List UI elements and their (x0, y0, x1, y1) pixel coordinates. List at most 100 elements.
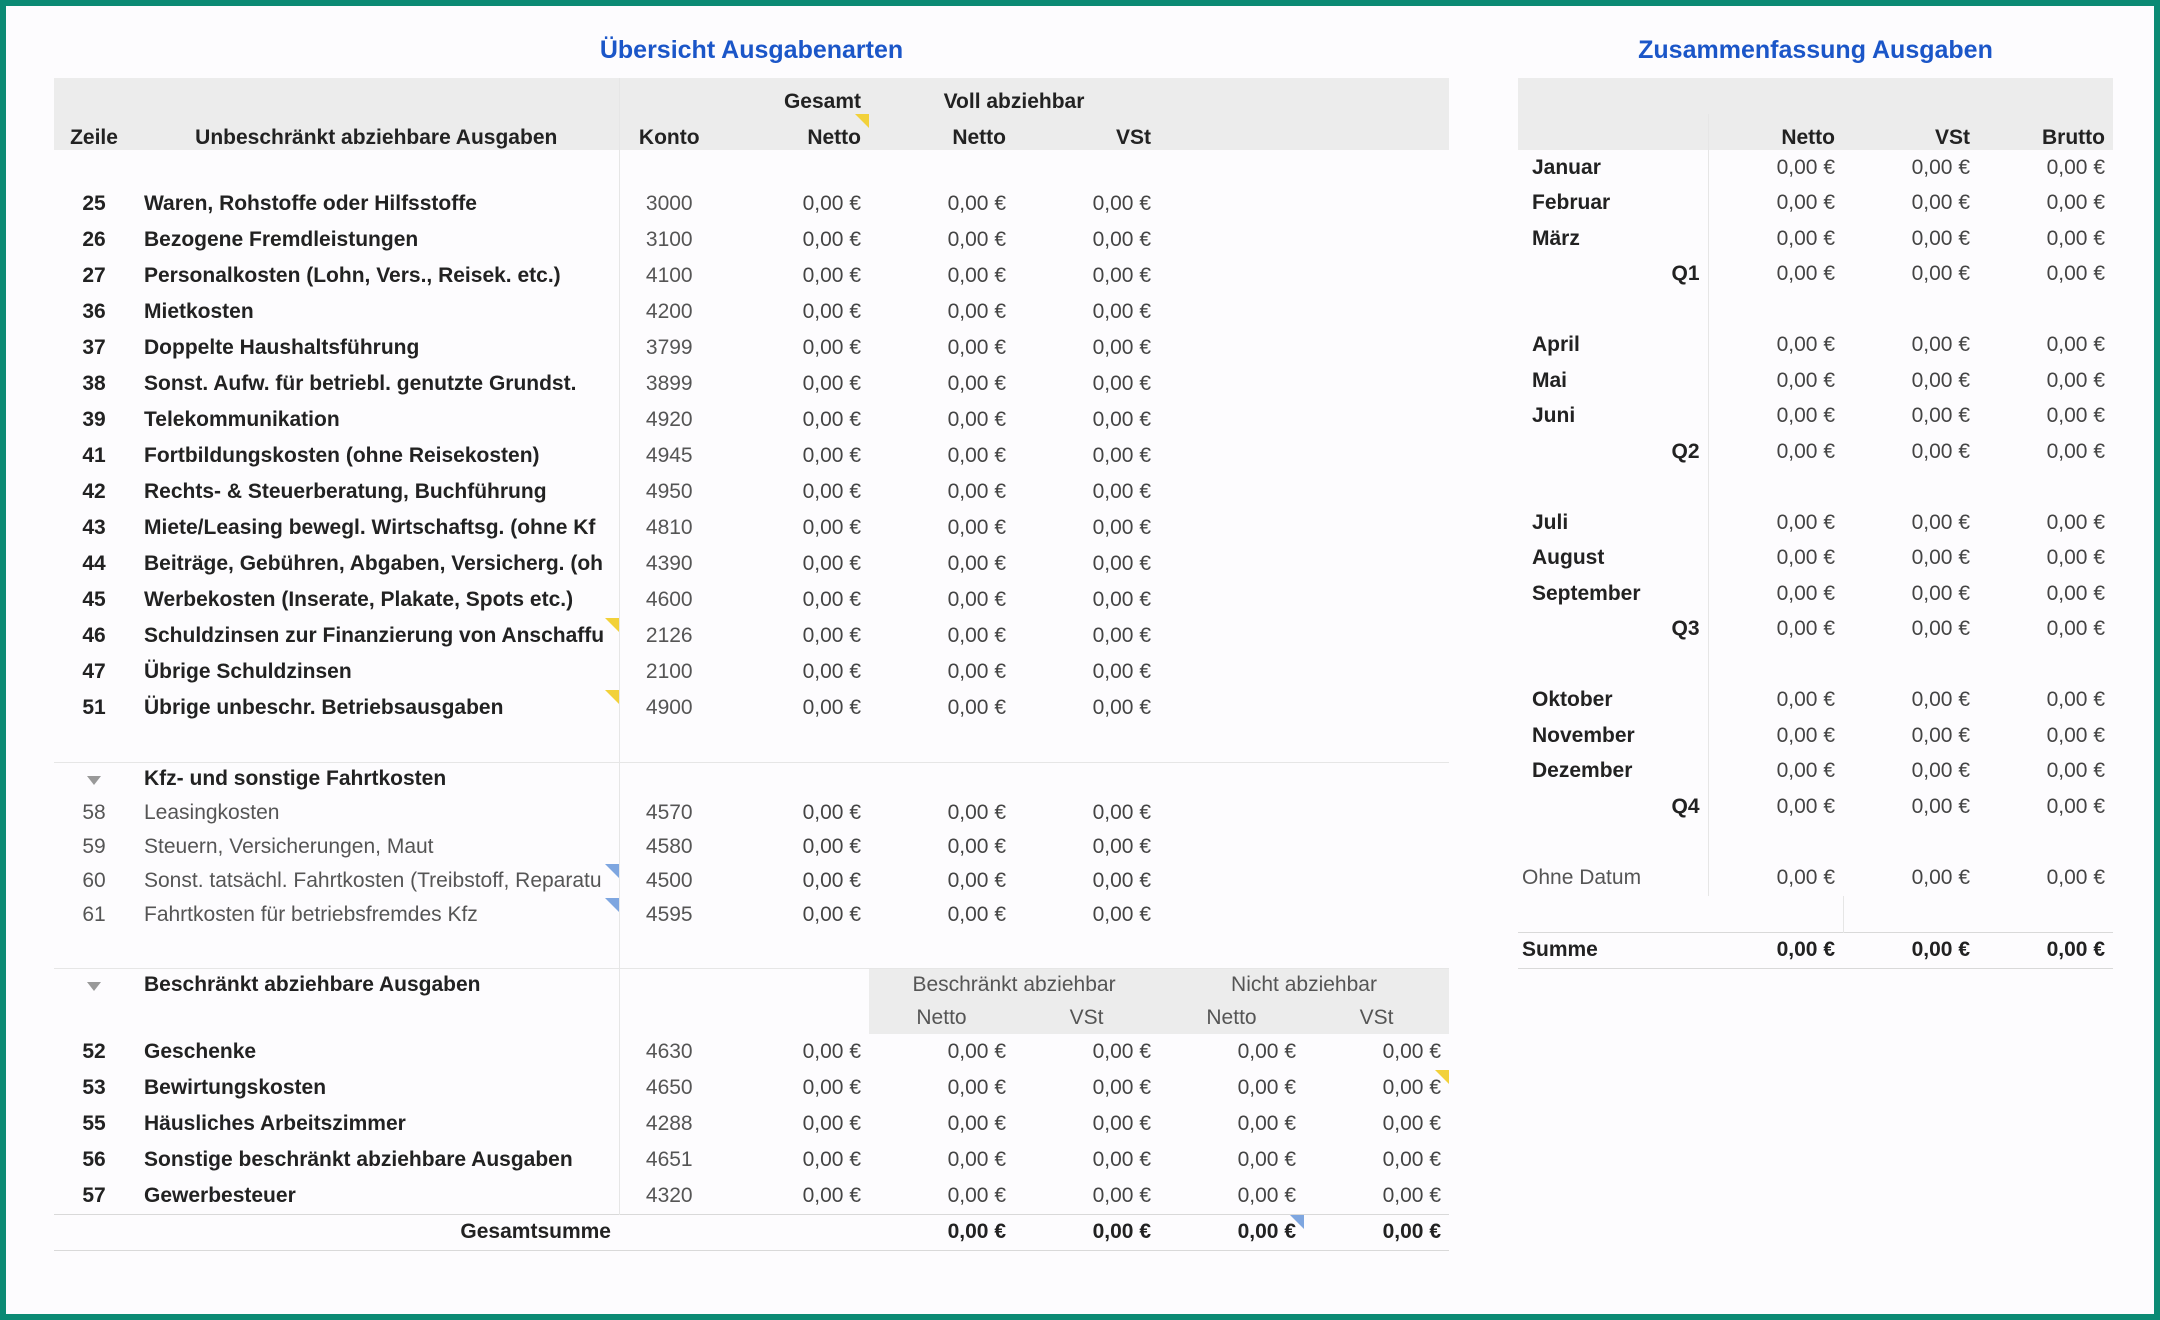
row-gesamt-netto[interactable]: 0,00 € (802, 1076, 861, 1099)
collapse-toggle[interactable] (54, 761, 134, 796)
row-konto[interactable]: 4630 (645, 1040, 693, 1063)
row-voll-vst[interactable]: 0,00 € (1092, 588, 1151, 611)
row-voll-netto[interactable]: 0,00 € (947, 624, 1006, 647)
row-description[interactable]: Telekommunikation (134, 402, 620, 438)
row-voll-netto[interactable]: 0,00 € (947, 372, 1006, 395)
row-konto[interactable]: 4580 (645, 835, 693, 858)
row-voll-netto[interactable]: 0,00 € (947, 300, 1006, 323)
cell-netto[interactable]: 0,00 € (1776, 546, 1835, 570)
cell-brutto[interactable]: 0,00 € (2046, 226, 2105, 250)
summe-netto[interactable]: 0,00 € (1708, 931, 1843, 969)
row-konto[interactable]: 4288 (645, 1112, 693, 1135)
cell-netto[interactable]: 0,00 € (1776, 439, 1835, 463)
row-voll-vst[interactable]: 0,00 € (1092, 801, 1151, 824)
row-voll-netto[interactable]: 0,00 € (947, 408, 1006, 431)
row-description[interactable]: Sonst. Aufw. für betriebl. genutzte Grun… (134, 366, 620, 402)
cell-netto[interactable]: 0,00 € (1776, 404, 1835, 428)
row-nb-netto[interactable]: 0,00 € (1237, 1112, 1296, 1135)
row-gesamt-netto[interactable]: 0,00 € (802, 696, 861, 719)
row-konto[interactable]: 4200 (645, 300, 693, 323)
disclosure-triangle-icon[interactable] (87, 982, 101, 992)
row-konto[interactable]: 4651 (645, 1148, 693, 1171)
cell-vst[interactable]: 0,00 € (1911, 866, 1970, 889)
row-konto[interactable]: 4650 (645, 1076, 693, 1099)
row-gesamt-netto[interactable]: 0,00 € (802, 801, 861, 824)
cell-vst[interactable]: 0,00 € (1911, 794, 1970, 818)
cell-brutto[interactable]: 0,00 € (2046, 546, 2105, 570)
row-voll-vst[interactable]: 0,00 € (1092, 372, 1151, 395)
row-gesamt-netto[interactable]: 0,00 € (802, 588, 861, 611)
disclosure-triangle-icon[interactable] (87, 776, 101, 786)
row-konto[interactable]: 4570 (645, 801, 693, 824)
row-gesamt-netto[interactable]: 0,00 € (802, 336, 861, 359)
row-gesamt-netto[interactable]: 0,00 € (802, 835, 861, 858)
comment-flag-icon[interactable] (604, 898, 618, 912)
row-voll-netto[interactable]: 0,00 € (947, 516, 1006, 539)
comment-flag-icon[interactable] (604, 864, 618, 878)
cell-brutto[interactable]: 0,00 € (2046, 439, 2105, 463)
cell-brutto[interactable]: 0,00 € (2046, 581, 2105, 605)
row-description[interactable]: Schuldzinsen zur Finanzierung von Anscha… (134, 618, 620, 654)
cell-vst[interactable]: 0,00 € (1911, 368, 1970, 392)
row-voll-netto[interactable]: 0,00 € (947, 336, 1006, 359)
comment-flag-icon[interactable] (604, 690, 618, 704)
row-konto[interactable]: 4945 (645, 444, 693, 467)
row-description[interactable]: Sonstige beschränkt abziehbare Ausgaben (134, 1142, 620, 1178)
cell-netto[interactable]: 0,00 € (1776, 368, 1835, 392)
row-voll-vst[interactable]: 0,00 € (1092, 264, 1151, 287)
cell-brutto[interactable]: 0,00 € (2046, 368, 2105, 392)
row-b-netto[interactable]: 0,00 € (947, 1112, 1006, 1135)
row-voll-vst[interactable]: 0,00 € (1092, 300, 1151, 323)
cell-vst[interactable]: 0,00 € (1911, 262, 1970, 286)
cell-brutto[interactable]: 0,00 € (2046, 866, 2105, 889)
cell-netto[interactable]: 0,00 € (1776, 866, 1835, 889)
row-description[interactable]: Miete/Leasing bewegl. Wirtschaftsg. (ohn… (134, 510, 620, 546)
cell-brutto[interactable]: 0,00 € (2046, 333, 2105, 357)
row-voll-vst[interactable]: 0,00 € (1092, 696, 1151, 719)
row-voll-vst[interactable]: 0,00 € (1092, 408, 1151, 431)
row-voll-vst[interactable]: 0,00 € (1092, 835, 1151, 858)
summe-vst[interactable]: 0,00 € (1843, 931, 1978, 969)
section-header-beschraenkt[interactable]: Beschränkt abziehbare Ausgaben Beschränkt… (54, 967, 1449, 1002)
cell-netto[interactable]: 0,00 € (1776, 262, 1835, 286)
section-header-kfz[interactable]: Kfz- und sonstige Fahrtkosten (54, 761, 1449, 796)
row-gesamt-netto[interactable]: 0,00 € (802, 624, 861, 647)
row-gesamt-netto[interactable]: 0,00 € (802, 869, 861, 892)
row-gesamt-netto[interactable]: 0,00 € (802, 1183, 861, 1207)
row-nb-vst[interactable]: 0,00 € (1382, 1148, 1441, 1171)
row-description[interactable]: Mietkosten (134, 294, 620, 330)
row-description[interactable]: Sonst. tatsächl. Fahrtkosten (Treibstoff… (134, 864, 620, 898)
row-gesamt-netto[interactable]: 0,00 € (802, 552, 861, 575)
row-voll-netto[interactable]: 0,00 € (947, 801, 1006, 824)
row-description[interactable]: Doppelte Haushaltsführung (134, 330, 620, 366)
cell-netto[interactable]: 0,00 € (1776, 191, 1835, 215)
cell-netto[interactable]: 0,00 € (1776, 723, 1835, 747)
cell-vst[interactable]: 0,00 € (1911, 723, 1970, 747)
cell-netto[interactable]: 0,00 € (1776, 688, 1835, 712)
row-gesamt-netto[interactable]: 0,00 € (802, 660, 861, 683)
comment-flag-icon[interactable] (604, 618, 618, 632)
row-nb-vst[interactable]: 0,00 € (1382, 1112, 1441, 1135)
row-konto[interactable]: 4900 (645, 696, 693, 719)
cell-vst[interactable]: 0,00 € (1911, 510, 1970, 534)
row-description[interactable]: Steuern, Versicherungen, Maut (134, 830, 620, 864)
cell-brutto[interactable]: 0,00 € (2046, 723, 2105, 747)
row-description[interactable]: Gewerbesteuer (134, 1178, 620, 1214)
row-b-vst[interactable]: 0,00 € (1092, 1112, 1151, 1135)
row-voll-netto[interactable]: 0,00 € (947, 192, 1006, 215)
row-voll-netto[interactable]: 0,00 € (947, 480, 1006, 503)
row-b-netto[interactable]: 0,00 € (947, 1148, 1006, 1171)
row-voll-netto[interactable]: 0,00 € (947, 660, 1006, 683)
row-nb-vst[interactable]: 0,00 € (1382, 1040, 1441, 1063)
cell-vst[interactable]: 0,00 € (1911, 439, 1970, 463)
row-gesamt-netto[interactable]: 0,00 € (802, 1040, 861, 1063)
row-konto[interactable]: 3899 (645, 372, 693, 395)
total-b-netto[interactable]: 0,00 € (869, 1213, 1014, 1251)
row-description[interactable]: Häusliches Arbeitszimmer (134, 1106, 620, 1142)
comment-flag-icon[interactable] (855, 114, 869, 128)
row-voll-netto[interactable]: 0,00 € (947, 903, 1006, 926)
row-gesamt-netto[interactable]: 0,00 € (802, 903, 861, 926)
row-voll-vst[interactable]: 0,00 € (1092, 444, 1151, 467)
cell-vst[interactable]: 0,00 € (1911, 688, 1970, 712)
row-nb-vst[interactable]: 0,00 € (1304, 1070, 1449, 1106)
